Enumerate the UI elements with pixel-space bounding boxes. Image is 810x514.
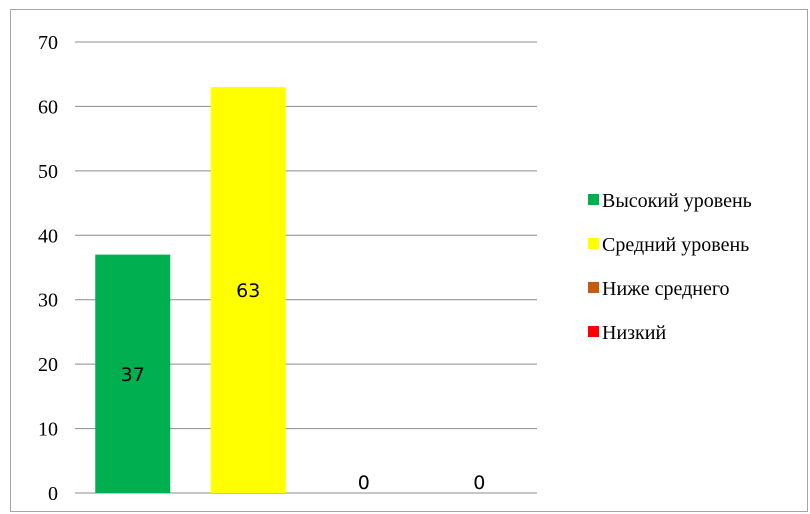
y-tick-label: 60 — [38, 96, 58, 118]
legend-swatch — [588, 238, 599, 249]
legend-label: Высокий уровень — [602, 190, 752, 212]
bar-1 — [95, 254, 171, 493]
y-tick-label: 30 — [38, 290, 58, 312]
legend-label: Средний уровень — [602, 234, 749, 256]
legend-label: Низкий — [602, 322, 666, 344]
bars — [95, 87, 286, 493]
data-labels: 37 63 0 0 — [121, 280, 486, 494]
legend-swatch — [588, 326, 599, 337]
y-tick-label: 0 — [48, 483, 58, 505]
data-label: 0 — [473, 472, 485, 494]
legend-label: Ниже среднего — [602, 278, 730, 300]
y-tick-label: 20 — [38, 354, 58, 376]
legend-swatch — [588, 194, 599, 205]
y-tick-label: 10 — [38, 419, 58, 441]
y-tick-label: 40 — [38, 225, 58, 247]
legend: Высокий уровень Средний уровень Ниже средн… — [588, 190, 752, 344]
y-axis-labels: 0 10 20 30 40 50 60 70 — [38, 32, 58, 505]
data-label: 37 — [121, 364, 145, 386]
y-tick-label: 50 — [38, 161, 58, 183]
y-tick-label: 70 — [38, 32, 58, 54]
bar-2 — [210, 87, 286, 493]
legend-swatch — [588, 282, 599, 293]
data-label: 63 — [236, 280, 260, 302]
data-label: 0 — [358, 472, 370, 494]
